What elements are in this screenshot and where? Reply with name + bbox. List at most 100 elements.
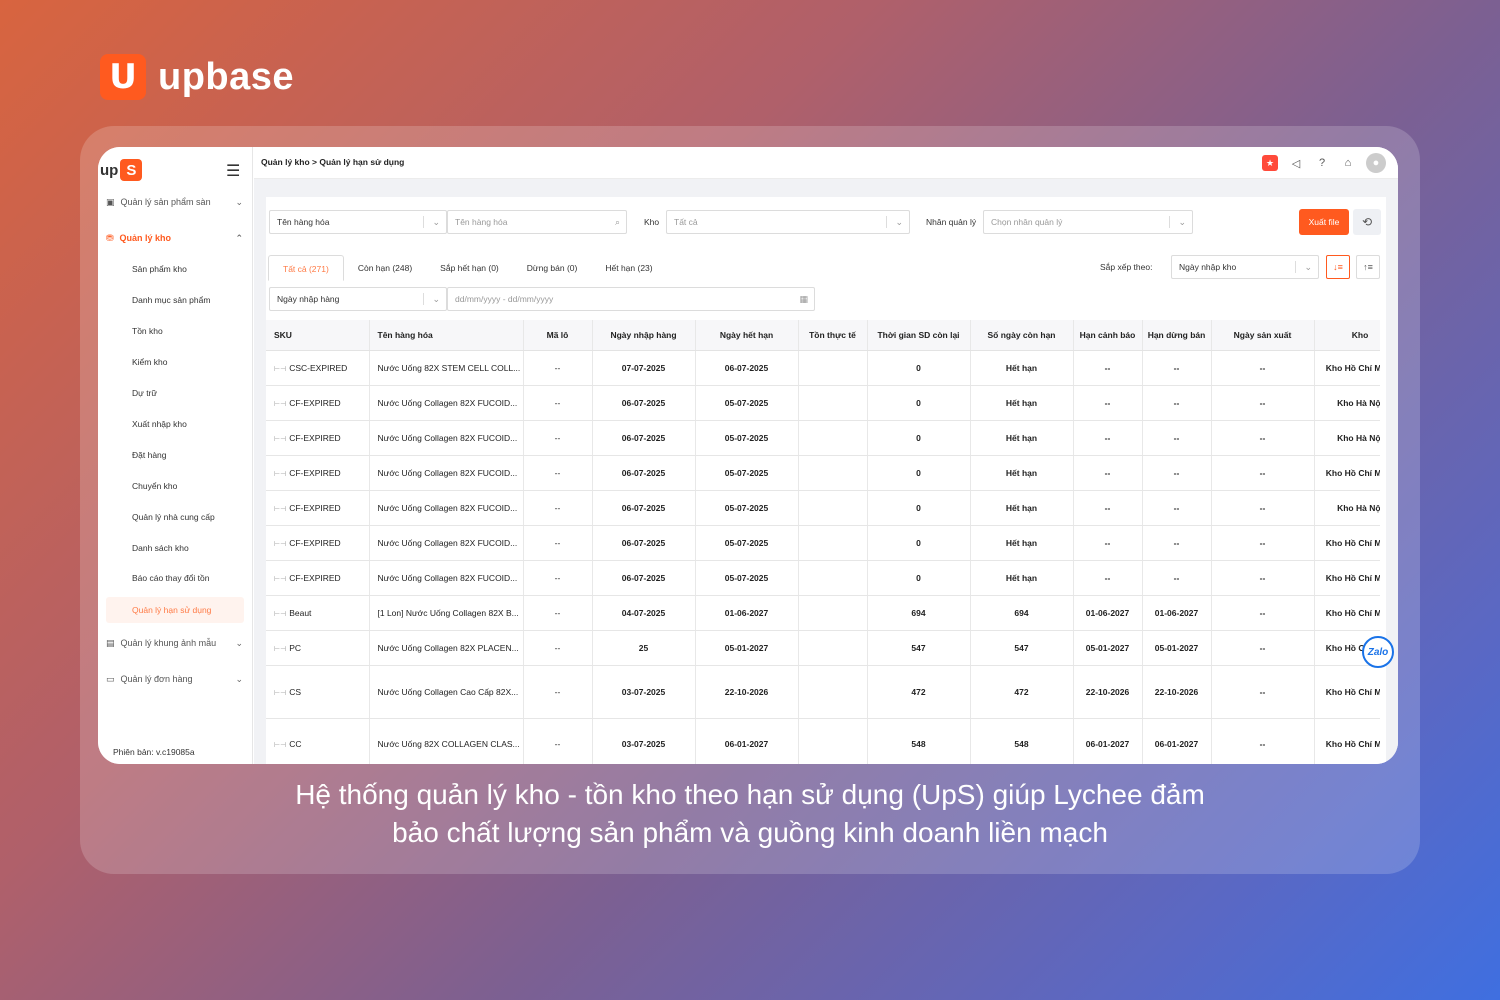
table-cell: 472: [867, 665, 971, 719]
table-cell: 06-07-2025: [592, 490, 696, 526]
table-row[interactable]: ⊢⊣ CF-EXPIRED Nước Uống Collagen 82X FUCOI…: [266, 560, 1380, 596]
staff-placeholder: Chọn nhân quản lý: [991, 217, 1063, 227]
tab-all[interactable]: Tất cả (271): [268, 255, 344, 281]
table-row[interactable]: ⊢⊣ CS Nước Uống Collagen Cao Cấp 82X... -- 0…: [266, 665, 1380, 719]
order-icon: ▭: [106, 673, 115, 684]
sidebar-item-categories[interactable]: Danh mục sản phẩm: [132, 295, 211, 305]
sidebar-group-products[interactable]: ▣ Quản lý sản phẩm sàn ⌄: [98, 188, 253, 216]
table-cell: Hết hạn: [970, 420, 1074, 456]
table-cell: --: [1142, 350, 1212, 386]
announcement-icon[interactable]: ◁: [1291, 157, 1301, 170]
expiry-table-container[interactable]: SKU Tên hàng hóa Mã lô Ngày nhập hàng Ngày h…: [266, 320, 1380, 764]
star-icon[interactable]: ★: [1262, 155, 1278, 171]
table-row[interactable]: ⊢⊣ CF-EXPIRED Nước Uống Collagen 82X FUCOI…: [266, 420, 1380, 456]
export-button[interactable]: Xuất file: [1299, 209, 1349, 235]
table-cell: 25: [592, 630, 696, 666]
table-cell: 03-07-2025: [592, 665, 696, 719]
table-cell: [798, 350, 868, 386]
sidebar-item-reserve[interactable]: Dự trữ: [132, 388, 158, 398]
table-row[interactable]: ⊢⊣ CF-EXPIRED Nước Uống Collagen 82X FUCOI…: [266, 525, 1380, 561]
date-type-value: Ngày nhập hàng: [277, 294, 340, 304]
table-cell: --: [523, 385, 593, 421]
chevron-down-icon: ⌄: [432, 294, 440, 304]
table-cell: 0: [867, 350, 971, 386]
table-row[interactable]: ⊢⊣ CF-EXPIRED Nước Uống Collagen 82X FUCOI…: [266, 455, 1380, 491]
product-search-input[interactable]: Tên hàng hóa ⌕: [447, 210, 627, 234]
product-filter-select[interactable]: Tên hàng hóa ⌄: [269, 210, 447, 234]
table-cell: --: [523, 595, 593, 631]
sort-ascending-icon[interactable]: ↑≡: [1356, 255, 1380, 279]
sidebar-item-stock-report[interactable]: Báo cáo thay đổi tồn: [132, 573, 210, 583]
table-cell: Hết hạn: [970, 385, 1074, 421]
table-cell: Kho Hà Nội: [1314, 385, 1380, 421]
table-row[interactable]: ⊢⊣ PC Nước Uống Collagen 82X PLACEN... -- 25…: [266, 630, 1380, 666]
sort-select[interactable]: Ngày nhập kho ⌄: [1171, 255, 1319, 279]
table-row[interactable]: ⊢⊣ CC Nước Uống 82X COLLAGEN CLAS... -- 03-0…: [266, 718, 1380, 764]
column-header: Tồn thực tế: [798, 320, 868, 351]
sidebar-item-orders[interactable]: Đặt hàng: [132, 450, 167, 460]
table-cell: 06-07-2025: [592, 455, 696, 491]
table-cell: 05-01-2027: [1142, 630, 1212, 666]
barcode-icon: ⊢⊣: [274, 610, 287, 618]
warehouse-select[interactable]: Tất cả ⌄: [666, 210, 910, 234]
status-tabs: Tất cả (271) Còn hạn (248) Sắp hết hạn (…: [268, 255, 667, 281]
sku-text: CF-EXPIRED: [289, 432, 341, 443]
table-cell: Nước Uống 82X STEM CELL COLL...: [369, 350, 524, 386]
sku-text: CS: [289, 686, 302, 697]
sidebar-item-warehouse-products[interactable]: Sản phẩm kho: [132, 264, 187, 274]
date-range-input[interactable]: dd/mm/yyyy - dd/mm/yyyy ▦: [447, 287, 815, 311]
tab-valid[interactable]: Còn hạn (248): [357, 263, 413, 273]
sku-text: CF-EXPIRED: [289, 467, 341, 478]
history-icon[interactable]: ⟲: [1353, 209, 1381, 235]
help-icon[interactable]: ?: [1318, 157, 1326, 169]
date-type-select[interactable]: Ngày nhập hàng ⌄: [269, 287, 447, 311]
chevron-down-icon: ⌄: [1178, 217, 1186, 227]
divider: [423, 293, 424, 305]
table-cell: [1 Lon] Nước Uống Collagen 82X B...: [369, 595, 524, 631]
table-cell: --: [523, 525, 593, 561]
sidebar-item-expiry-management[interactable]: Quản lý hạn sử dụng: [106, 597, 244, 623]
sidebar-item-warehouse-list[interactable]: Danh sách kho: [132, 543, 189, 553]
barcode-icon: ⊢⊣: [274, 742, 287, 749]
table-cell: --: [1211, 630, 1315, 666]
table-row[interactable]: ⊢⊣ CF-EXPIRED Nước Uống Collagen 82X FUCOI…: [266, 385, 1380, 421]
product-search-placeholder: Tên hàng hóa: [455, 217, 508, 227]
sidebar-item-import-export[interactable]: Xuất nhập kho: [132, 419, 187, 429]
avatar[interactable]: ●: [1366, 153, 1386, 173]
sidebar-group-label: Quản lý khung ảnh mẫu: [120, 638, 217, 648]
date-range-placeholder: dd/mm/yyyy - dd/mm/yyyy: [455, 294, 554, 304]
table-row[interactable]: ⊢⊣ Beaut [1 Lon] Nước Uống Collagen 82X B.…: [266, 595, 1380, 631]
store-icon[interactable]: ⌂: [1344, 157, 1352, 169]
table-cell: --: [523, 350, 593, 386]
sidebar-group-frames[interactable]: ▤ Quản lý khung ảnh mẫu ⌄: [98, 629, 253, 657]
sku-text: Beaut: [289, 607, 312, 618]
sort-descending-icon[interactable]: ↓≡: [1326, 255, 1350, 279]
sidebar-item-stock[interactable]: Tồn kho: [132, 326, 163, 336]
tab-stopped[interactable]: Dừng bán (0): [526, 263, 578, 273]
table-cell: Hết hạn: [970, 350, 1074, 386]
sidebar-item-stocktake[interactable]: Kiểm kho: [132, 357, 168, 367]
table-cell: ⊢⊣ CF-EXPIRED: [266, 420, 370, 456]
zalo-chat-icon[interactable]: Zalo: [1362, 636, 1394, 668]
table-cell: ⊢⊣ PC: [266, 630, 370, 666]
table-cell: 472: [970, 665, 1074, 719]
table-cell: --: [523, 455, 593, 491]
table-cell: --: [1211, 595, 1315, 631]
box-icon: ▣: [106, 196, 115, 207]
sidebar-group-orders[interactable]: ▭ Quản lý đơn hàng ⌄: [98, 665, 253, 693]
table-cell: --: [1073, 525, 1143, 561]
staff-select[interactable]: Chọn nhân quản lý ⌄: [983, 210, 1193, 234]
table-cell: Hết hạn: [970, 455, 1074, 491]
table-row[interactable]: ⊢⊣ CF-EXPIRED Nước Uống Collagen 82X FUCOI…: [266, 490, 1380, 526]
sidebar-item-transfer[interactable]: Chuyển kho: [132, 481, 178, 491]
tab-expired[interactable]: Hết hạn (23): [605, 263, 653, 273]
table-cell: --: [523, 420, 593, 456]
table-cell: --: [1073, 350, 1143, 386]
sidebar-group-warehouse[interactable]: ⛃ Quản lý kho ⌃: [98, 224, 253, 252]
table-cell: 07-07-2025: [592, 350, 696, 386]
sidebar-item-suppliers[interactable]: Quản lý nhà cung cấp: [132, 512, 215, 522]
table-row[interactable]: ⊢⊣ CSC-EXPIRED Nước Uống 82X STEM CELL COL…: [266, 350, 1380, 386]
menu-toggle-icon[interactable]: ☰: [226, 163, 241, 180]
tab-expiring[interactable]: Sắp hết hạn (0): [440, 263, 499, 273]
image-frame-icon: ▤: [106, 637, 115, 648]
